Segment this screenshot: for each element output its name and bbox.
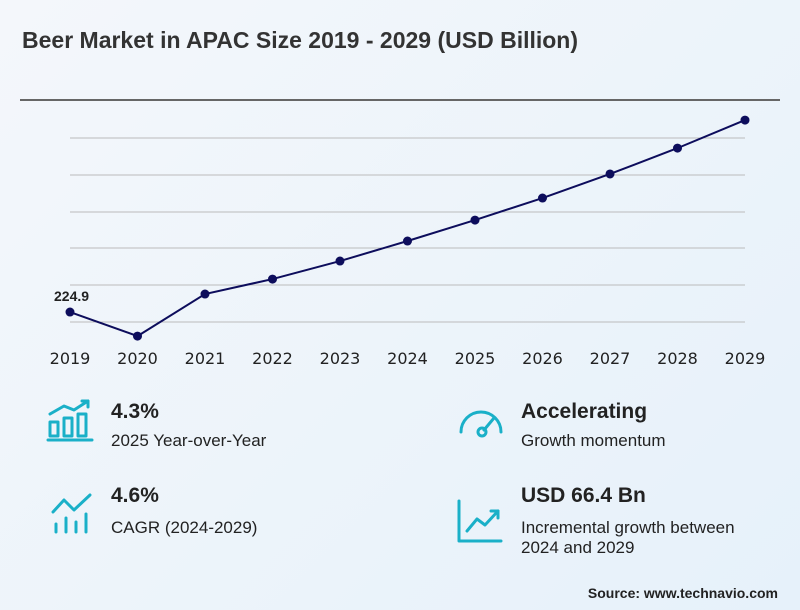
point — [268, 274, 277, 284]
stat-label: Growth momentum — [521, 431, 666, 450]
stat-label: 2025 Year-over-Year — [111, 431, 267, 450]
stat-value: 4.3% — [111, 400, 159, 423]
point — [470, 215, 480, 225]
x-tick-label: 2024 — [387, 349, 428, 368]
icon-bars — [46, 399, 94, 442]
point — [65, 307, 75, 317]
stat-value: USD 66.4 Bn — [521, 484, 646, 507]
stat-value: Accelerating — [521, 400, 648, 423]
divider — [20, 99, 780, 101]
chart-title: Beer Market in APAC Size 2019 - 2029 (US… — [22, 27, 579, 53]
point — [538, 193, 547, 203]
stat-label: CAGR (2024-2029) — [111, 518, 258, 537]
x-tick-label: 2022 — [252, 349, 293, 368]
grid — [70, 137, 745, 323]
point — [200, 289, 210, 299]
x-tick-label: 2028 — [657, 349, 698, 368]
point — [605, 169, 615, 179]
stat-value: 4.6% — [111, 484, 159, 507]
x-tick-label: 2023 — [320, 349, 361, 368]
point — [133, 331, 142, 341]
point — [335, 256, 345, 266]
x-tick-label: 2019 — [50, 349, 91, 368]
source: Source: www.technavio.com — [587, 585, 778, 601]
point — [403, 236, 412, 246]
point — [740, 115, 750, 125]
x-tick-label: 2020 — [117, 349, 158, 368]
line — [69, 119, 746, 338]
chart: 2019 2020 2021 2022 2023 2024 2025 2026 2027 2028… — [50, 115, 766, 368]
icon-trend — [51, 493, 92, 534]
x-tick-label: 2029 — [725, 349, 766, 368]
icon-gauge — [459, 410, 503, 438]
data-label: 224.9 — [54, 288, 89, 304]
stat-label: Incremental growth between 2024 and 2029 — [521, 518, 735, 557]
x-tick-label: 2026 — [522, 349, 563, 368]
point — [673, 143, 682, 153]
x-tick-label: 2025 — [455, 349, 496, 368]
x-tick-label: 2021 — [185, 349, 226, 368]
x-tick-label: 2027 — [590, 349, 631, 368]
icon-growth — [457, 499, 503, 543]
